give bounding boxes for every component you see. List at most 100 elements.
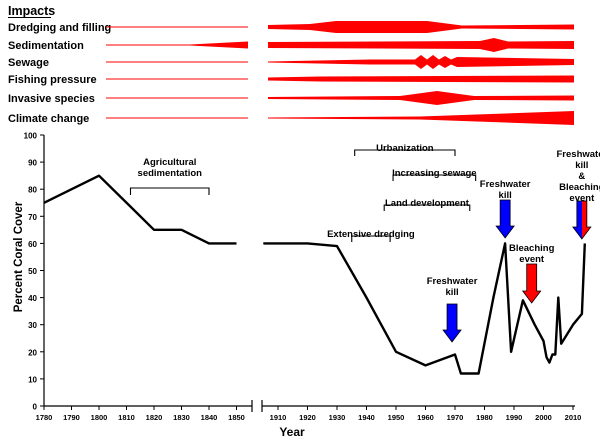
impact-label: Sewage	[8, 57, 49, 69]
impact-band-early	[106, 26, 248, 28]
bracket-line	[383, 204, 471, 211]
impact-row: Invasive species	[8, 91, 574, 105]
y-tick-label: 40	[28, 294, 37, 303]
x-tick-label: 1990	[506, 413, 523, 422]
y-tick-label: 100	[24, 132, 38, 141]
bracket-line	[351, 235, 391, 242]
period-bracket: Increasing sewage	[392, 168, 477, 181]
impact-band-early	[106, 61, 248, 63]
impact-band-early	[106, 78, 248, 80]
bracket-label: Increasing sewage	[392, 168, 476, 179]
x-tick-label: 1840	[201, 413, 218, 422]
x-tick-label: 1980	[476, 413, 493, 422]
impact-band-early	[106, 41, 248, 49]
coral-cover-line-2	[263, 242, 586, 375]
impact-band-modern	[268, 75, 574, 83]
y-tick-label: 20	[28, 348, 37, 357]
impact-row: Dredging and filling	[8, 21, 574, 34]
event-arrow	[521, 263, 542, 304]
y-tick-label: 80	[28, 186, 37, 195]
y-tick-label: 90	[28, 159, 37, 168]
x-tick-label: 1950	[388, 413, 405, 422]
event-label: kill	[445, 287, 458, 298]
y-tick-label: 0	[33, 403, 38, 412]
event-arrow	[572, 200, 592, 240]
impact-row: Climate change	[8, 111, 574, 125]
impacts-heading: Impacts	[8, 4, 55, 18]
y-tick-label: 30	[28, 321, 37, 330]
impact-band-modern	[268, 111, 574, 125]
series-group	[43, 174, 586, 375]
x-tick-label: 1850	[228, 413, 245, 422]
impact-band-modern	[268, 21, 574, 33]
event-label: &	[578, 171, 585, 182]
event-label: event	[519, 254, 545, 265]
period-bracket: Extensive dredging	[327, 229, 415, 242]
impact-rows: Dredging and filling Sedimentation Sewage F…	[8, 21, 574, 125]
x-tick-label: 1940	[358, 413, 375, 422]
y-tick-label: 70	[28, 213, 37, 222]
y-axis: 0 10 20 30 40 50 60 70 80 90 100	[24, 132, 45, 412]
impact-band-early	[106, 117, 248, 119]
event-arrow	[442, 303, 462, 343]
impact-label: Climate change	[8, 113, 89, 125]
bracket-label: Agricultural	[143, 157, 196, 168]
x-tick-label: 1970	[447, 413, 464, 422]
bracket-label: Urbanization	[376, 143, 434, 154]
impact-band-early	[106, 97, 248, 99]
impact-label: Dredging and filling	[8, 22, 111, 34]
coral-cover-line-1	[43, 174, 237, 245]
impact-label: Fishing pressure	[8, 74, 97, 86]
event-label: Bleaching	[559, 182, 600, 193]
x-tick-label: 1810	[118, 413, 135, 422]
impact-row: Fishing pressure	[8, 74, 574, 86]
x-tick-label: 2010	[565, 413, 582, 422]
y-tick-label: 10	[28, 375, 37, 384]
impact-row: Sewage	[8, 55, 574, 69]
event-label: event	[569, 193, 595, 204]
impact-band-modern	[268, 91, 574, 105]
x-tick-label: 1820	[146, 413, 163, 422]
impact-label: Invasive species	[8, 93, 95, 105]
impact-band-modern	[268, 38, 574, 52]
bracket-line	[392, 174, 477, 181]
bracket-label: Extensive dredging	[327, 229, 415, 240]
x-tick-label: 1780	[36, 413, 53, 422]
x-tick-label: 2000	[535, 413, 552, 422]
event-label: Bleaching	[509, 243, 555, 254]
event-label: kill	[575, 160, 588, 171]
x-axis-label: Year	[279, 425, 305, 439]
y-tick-label: 60	[28, 240, 37, 249]
x-tick-label: 1920	[299, 413, 316, 422]
bracket-line	[354, 149, 456, 156]
bracket-label: sedimentation	[138, 168, 203, 179]
impact-band-modern	[268, 55, 574, 69]
x-tick-label: 1790	[63, 413, 80, 422]
event-arrow	[495, 199, 515, 239]
x-tick-label: 1830	[173, 413, 190, 422]
period-bracket: Land development	[383, 198, 471, 211]
bracket-label: Land development	[385, 198, 470, 209]
x-axis: 1780 1790 1800 1810 1820 1830 1840 1850 1910 1920…	[36, 400, 582, 422]
x-tick-label: 1910	[270, 413, 287, 422]
event-label: Freshwater	[427, 276, 478, 287]
event-label: kill	[499, 190, 512, 201]
x-tick-label: 1800	[91, 413, 108, 422]
x-tick-label: 1930	[329, 413, 346, 422]
event-label: Freshwater	[557, 149, 600, 160]
impact-row: Sedimentation	[8, 38, 574, 52]
x-tick-label: 1960	[417, 413, 434, 422]
y-axis-label: Percent Coral Cover	[13, 201, 25, 312]
bracket-line	[129, 187, 210, 195]
y-tick-label: 50	[28, 267, 37, 276]
period-bracket: Urbanization	[354, 143, 456, 156]
event-label: Freshwater	[480, 179, 531, 190]
